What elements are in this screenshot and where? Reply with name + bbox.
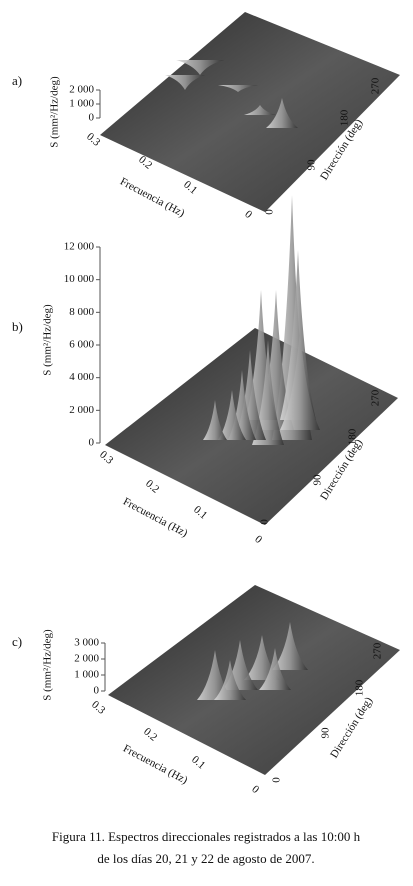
freq-tick-label: 0.3 [89,699,108,717]
freq-tick-label: 0.2 [143,478,161,496]
caption-line: Figura 11. Espectros direccionales regis… [52,829,361,844]
freq-tick-label: 0.2 [141,726,159,744]
z-tick-label: 2 000 [69,84,94,96]
surface-peak [218,390,246,440]
z-tick-label: 10 000 [64,273,95,285]
z-tick-label: 2 000 [74,653,99,665]
surface-peak [214,660,246,700]
freq-tick-label: 0.1 [191,504,209,522]
z-tick-label: 0 [94,685,100,697]
z-tick-label: 1 000 [74,669,99,681]
surface-peak [280,250,316,420]
z-axis-title: S (mm²/Hz/deg) [49,76,61,148]
dir-tick-label: 0 [271,777,283,783]
surface-peak [218,85,258,92]
dir-tick-label: 270 [372,642,384,659]
freq-tick-label: 0.1 [189,754,207,772]
freq-axis-title: Frecuencia (Hz) [118,176,187,220]
dir-tick-label: 270 [370,77,382,94]
dir-tick-label: 90 [320,727,332,739]
caption-line: de los días 20, 21 y 22 de agosto de 200… [97,851,314,866]
freq-tick-label: 0 [252,533,264,546]
freq-tick-label: 0.3 [97,449,116,467]
z-tick-label: 8 000 [69,306,94,318]
z-tick-label: 0 [89,437,95,449]
freq-tick-label: 0.3 [84,131,103,149]
surface-peak [280,330,320,430]
surface-base [100,12,400,212]
z-tick-label: 2 000 [69,404,94,416]
panel-label: b) [12,319,23,334]
freq-axis-title: Frecuencia (Hz) [121,496,190,540]
dir-tick-label: 90 [306,159,318,171]
z-axis-title: S (mm²/Hz/deg) [42,629,54,701]
z-tick-label: 0 [89,112,95,124]
dir-tick-label: 180 [354,679,366,696]
surface-peak [252,340,284,445]
freq-tick-label: 0 [249,783,261,796]
surface-peak [244,105,276,115]
surface-peak [165,75,205,90]
surface-peak [203,400,227,440]
z-axis-title: S (mm²/Hz/deg) [42,304,54,376]
dir-tick-label: 180 [339,109,351,126]
surface-peak [266,98,298,128]
z-tick-label: 12 000 [64,241,95,253]
surface-peak [176,60,224,75]
dir-tick-label: 270 [370,389,382,406]
freq-tick-label: 0 [242,208,254,221]
z-tick-label: 3 000 [74,637,99,649]
surface-peak [272,622,308,670]
panel-label: a) [12,73,22,88]
surface-peak [259,648,291,690]
dir-tick-label: 0 [259,519,271,525]
freq-axis-title: Frecuencia (Hz) [121,743,190,787]
panel-label: c) [12,634,22,649]
z-tick-label: 1 000 [69,98,94,110]
freq-tick-label: 0.1 [181,179,199,197]
z-tick-label: 6 000 [69,339,94,351]
z-tick-label: 4 000 [69,371,94,383]
dir-tick-label: 0 [264,209,276,215]
dir-tick-label: 90 [312,474,324,486]
dir-tick-label: 180 [347,428,359,445]
